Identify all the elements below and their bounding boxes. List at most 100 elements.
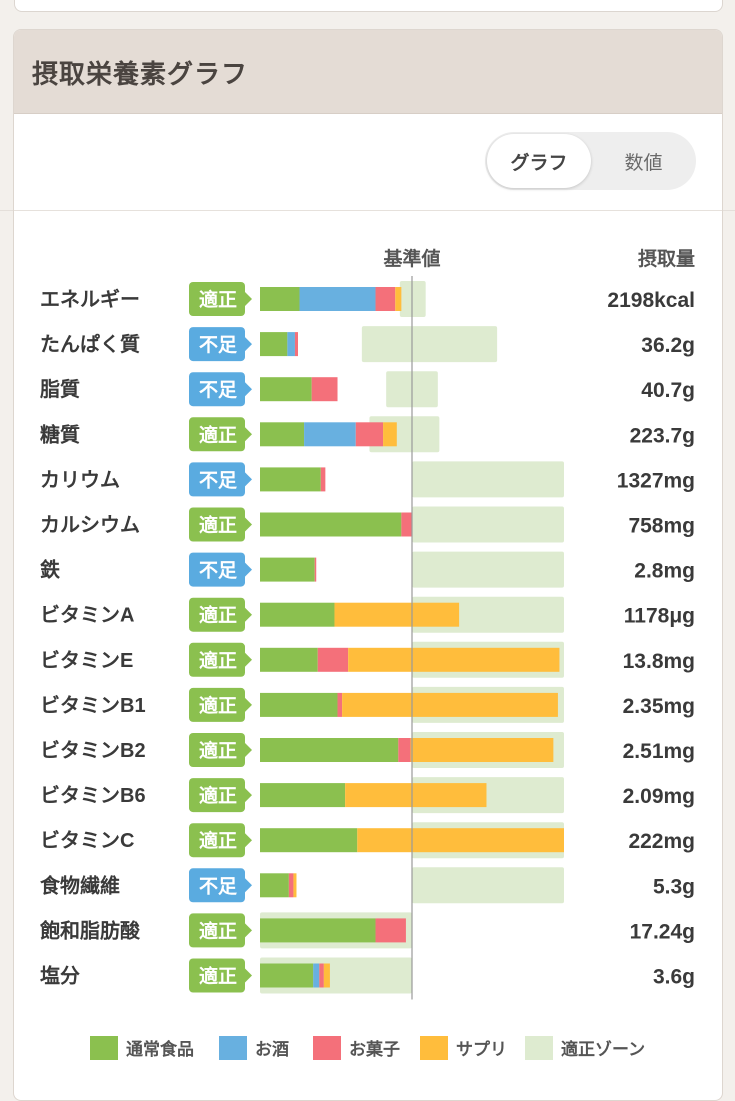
intake-bar-regular-food: [260, 422, 305, 447]
nutrient-label: ビタミンB2: [40, 739, 146, 762]
intake-bar-regular-food: [260, 557, 315, 582]
intake-bar-regular-food: [260, 287, 300, 311]
status-badge: [189, 417, 245, 452]
nutrient-label: 飽和脂肪酸: [40, 918, 141, 942]
intake-amount: 2.8mg: [634, 560, 695, 583]
status-badge: [189, 823, 245, 858]
status-badge-pointer: [245, 292, 252, 306]
intake-bar-snacks: [337, 692, 343, 717]
nutrient-label: たんぱく質: [40, 332, 140, 356]
nutrient-label: 塩分: [40, 964, 80, 988]
intake-amount: 17.24g: [630, 920, 695, 943]
legend-swatch-regular-food: [90, 1036, 118, 1060]
intake-bar-regular-food: [260, 647, 318, 672]
intake-bar-supplements: [357, 828, 564, 853]
nutrient-label: 糖質: [40, 422, 80, 446]
legend-swatch-alcohol: [219, 1036, 247, 1060]
status-badge-text: 不足: [199, 334, 238, 356]
nutrient-label: カルシウム: [40, 514, 140, 537]
nutrient-label: 鉄: [40, 558, 60, 582]
view-toggle[interactable]: グラフ 数値: [485, 132, 696, 190]
status-badge: [189, 642, 245, 677]
intake-bar-supplements: [348, 647, 560, 672]
intake-amount: 40.7g: [641, 379, 695, 402]
intake-bar-alcohol: [304, 422, 356, 447]
status-badge-pointer: [245, 472, 252, 487]
status-badge: [189, 507, 245, 542]
nutrient-label: ビタミンB6: [40, 784, 146, 807]
legend-label: サプリ: [456, 1039, 507, 1059]
intake-bar-regular-food: [260, 738, 399, 762]
status-badge-text: 適正: [199, 423, 237, 446]
status-badge: [189, 327, 245, 362]
status-badge-pointer: [245, 788, 252, 803]
intake-bar-alcohol: [287, 332, 295, 357]
status-badge-pointer: [245, 878, 252, 893]
legend-swatch-supplements: [420, 1036, 448, 1060]
baseline-header: 基準値: [382, 247, 440, 270]
intake-bar-supplements: [323, 963, 330, 988]
intake-bar-regular-food: [260, 602, 335, 627]
status-badge: [189, 868, 245, 903]
status-badge-pointer: [245, 743, 252, 757]
legend-label: 適正ゾーン: [561, 1039, 645, 1059]
intake-bar-snacks: [401, 512, 412, 537]
graph-view-button[interactable]: グラフ: [487, 134, 591, 188]
status-badge-pointer: [245, 562, 252, 577]
amount-header: 摂取量: [638, 247, 695, 270]
proper-zone-bar: [412, 461, 564, 498]
intake-bar-snacks: [375, 918, 406, 943]
intake-amount: 1178μg: [624, 605, 695, 628]
intake-bar-regular-food: [260, 918, 376, 943]
status-badge-pointer: [245, 697, 252, 712]
status-badge-pointer: [245, 607, 252, 622]
status-badge: [189, 597, 245, 632]
status-badge: [189, 733, 245, 767]
intake-bar-regular-food: [260, 512, 402, 537]
proper-zone-bar: [361, 326, 498, 363]
status-badge-text: 適正: [199, 288, 237, 311]
nutrient-label: ビタミンA: [40, 604, 134, 627]
intake-bar-snacks: [288, 873, 294, 898]
intake-bar-supplements: [293, 873, 297, 898]
legend-label: 通常食品: [126, 1039, 194, 1059]
intake-bar-regular-food: [260, 828, 358, 853]
status-badge: [189, 687, 245, 722]
proper-zone-bar: [412, 867, 564, 904]
status-badge-text: 適正: [199, 965, 237, 988]
status-badge-pointer: [245, 382, 252, 397]
status-badge-pointer: [245, 923, 252, 938]
status-badge-text: 適正: [199, 649, 237, 672]
legend-label: お菓子: [349, 1040, 400, 1059]
panel-header: 摂取栄養素グラフ: [14, 30, 722, 114]
intake-bar-alcohol: [299, 287, 376, 311]
status-badge-pointer: [245, 652, 252, 667]
intake-amount: 2.09mg: [623, 785, 695, 808]
intake-bar-regular-food: [260, 692, 338, 717]
intake-amount: 2.51mg: [623, 740, 695, 763]
intake-amount: 5.3g: [653, 875, 695, 898]
legend-swatch-snacks: [313, 1036, 341, 1060]
status-badge-pointer: [245, 968, 252, 983]
status-badge: [189, 462, 245, 497]
proper-zone-bar: [412, 506, 564, 543]
intake-bar-supplements: [334, 602, 460, 627]
intake-bar-regular-food: [260, 873, 289, 898]
nutrient-label: エネルギー: [40, 288, 140, 311]
nutrient-label: ビタミンC: [40, 829, 134, 852]
intake-bar-snacks: [375, 287, 396, 311]
intake-amount: 758mg: [628, 515, 695, 538]
panel-title: 摂取栄養素グラフ: [32, 59, 249, 89]
intake-bar-supplements: [342, 692, 558, 717]
intake-bar-snacks: [311, 377, 338, 402]
status-badge-text: 適正: [199, 694, 237, 717]
status-badge-text: 不足: [199, 469, 238, 491]
intake-bar-snacks: [317, 647, 349, 672]
status-badge: [189, 372, 245, 407]
numeric-view-button[interactable]: 数値: [624, 152, 663, 174]
nutrient-label: ビタミンB1: [40, 694, 146, 717]
intake-bar-regular-food: [260, 783, 346, 808]
panel-separator: [14, 210, 722, 211]
nutrient-label: カリウム: [40, 468, 120, 491]
